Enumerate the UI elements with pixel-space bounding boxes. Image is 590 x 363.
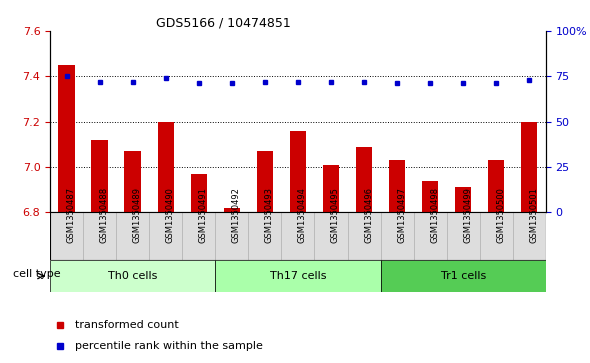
Text: GSM1350493: GSM1350493 — [265, 187, 274, 243]
Text: GSM1350497: GSM1350497 — [397, 187, 406, 243]
Bar — [422, 181, 438, 212]
Text: GSM1350492: GSM1350492 — [232, 187, 241, 242]
Bar — [149, 212, 182, 260]
Bar — [314, 212, 348, 260]
Bar — [257, 151, 273, 212]
Bar — [389, 160, 405, 212]
Bar — [414, 212, 447, 260]
Bar — [50, 260, 215, 292]
Text: GSM1350496: GSM1350496 — [364, 187, 373, 243]
Bar — [58, 65, 75, 212]
Text: GSM1350498: GSM1350498 — [430, 187, 439, 243]
Bar — [224, 208, 240, 212]
Bar — [290, 131, 306, 212]
Bar — [381, 260, 546, 292]
Text: Th17 cells: Th17 cells — [270, 271, 326, 281]
Bar — [116, 212, 149, 260]
Bar — [83, 212, 116, 260]
Text: GSM1350489: GSM1350489 — [133, 187, 142, 243]
Bar — [455, 187, 471, 212]
Bar — [521, 122, 537, 212]
Text: transformed count: transformed count — [75, 321, 179, 330]
Bar — [158, 122, 174, 212]
Text: GSM1350488: GSM1350488 — [100, 187, 109, 243]
Text: cell type: cell type — [12, 269, 60, 279]
Text: GSM1350494: GSM1350494 — [298, 187, 307, 242]
Bar — [215, 212, 248, 260]
Bar — [381, 212, 414, 260]
Bar — [323, 165, 339, 212]
Bar — [281, 212, 314, 260]
Title: GDS5166 / 10474851: GDS5166 / 10474851 — [156, 17, 291, 30]
Bar — [480, 212, 513, 260]
Bar — [215, 260, 381, 292]
Text: GSM1350500: GSM1350500 — [496, 187, 505, 242]
Bar — [50, 212, 83, 260]
Bar — [91, 140, 108, 212]
Bar — [447, 212, 480, 260]
Text: Th0 cells: Th0 cells — [108, 271, 158, 281]
Bar — [513, 212, 546, 260]
Bar — [248, 212, 281, 260]
Bar — [488, 160, 504, 212]
Bar — [191, 174, 207, 212]
Text: GSM1350495: GSM1350495 — [331, 187, 340, 242]
Text: GSM1350501: GSM1350501 — [529, 187, 538, 242]
Bar — [348, 212, 381, 260]
Bar — [124, 151, 141, 212]
Text: GSM1350490: GSM1350490 — [166, 187, 175, 242]
Text: GSM1350499: GSM1350499 — [463, 187, 472, 242]
Text: percentile rank within the sample: percentile rank within the sample — [75, 341, 263, 351]
Text: GSM1350487: GSM1350487 — [67, 187, 76, 243]
Text: GSM1350491: GSM1350491 — [199, 187, 208, 242]
Bar — [182, 212, 215, 260]
Bar — [356, 147, 372, 212]
Text: Tr1 cells: Tr1 cells — [441, 271, 486, 281]
